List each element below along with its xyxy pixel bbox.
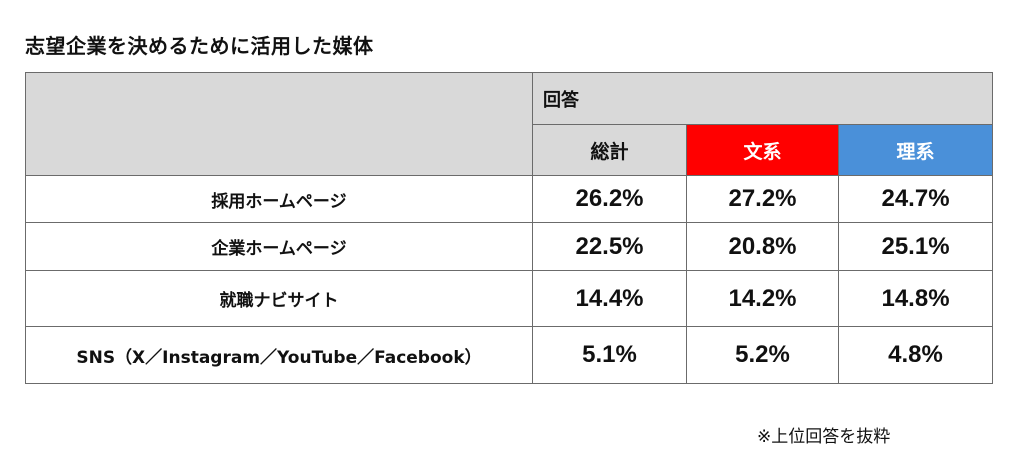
table-row: 企業ホームページ 22.5% 20.8% 25.1% xyxy=(25,222,994,271)
column-header-sciences: 理系 xyxy=(837,124,994,176)
column-header-humanities: 文系 xyxy=(686,124,839,176)
column-header-total: 総計 xyxy=(532,124,687,176)
cell-value: 14.2% xyxy=(686,270,839,327)
row-label: SNS（X／Instagram／YouTube／Facebook） xyxy=(25,326,533,384)
row-label: 企業ホームページ xyxy=(25,222,533,271)
cell-value: 24.7% xyxy=(837,175,994,223)
cell-value: 27.2% xyxy=(686,175,839,223)
header-row-columns: 総計 文系 理系 xyxy=(26,124,994,176)
row-label: 就職ナビサイト xyxy=(25,270,533,327)
table-row: 就職ナビサイト 14.4% 14.2% 14.8% xyxy=(25,270,994,327)
cell-value: 25.1% xyxy=(837,222,994,271)
cell-value: 5.2% xyxy=(686,326,839,384)
table-row: 採用ホームページ 26.2% 27.2% 24.7% xyxy=(25,175,994,223)
row-label: 採用ホームページ xyxy=(25,175,533,223)
cell-value: 14.8% xyxy=(837,270,994,327)
table-title: 志望企業を決めるために活用した媒体 xyxy=(25,34,374,58)
cell-value: 5.1% xyxy=(532,326,687,384)
group-header: 回答 xyxy=(531,72,994,125)
header-row-group: 回答 xyxy=(25,72,994,176)
cell-value: 4.8% xyxy=(837,326,994,384)
cell-value: 14.4% xyxy=(532,270,687,327)
data-table: 回答 総計 文系 理系 採用ホームページ 26.2% 27.2% 24.7% 企… xyxy=(25,72,994,384)
cell-value: 20.8% xyxy=(686,222,839,271)
footnote: ※上位回答を抜粋 xyxy=(757,427,891,447)
cell-value: 22.5% xyxy=(532,222,687,271)
table-row: SNS（X／Instagram／YouTube／Facebook） 5.1% 5… xyxy=(25,326,994,384)
header-corner xyxy=(25,72,533,176)
cell-value: 26.2% xyxy=(532,175,687,223)
